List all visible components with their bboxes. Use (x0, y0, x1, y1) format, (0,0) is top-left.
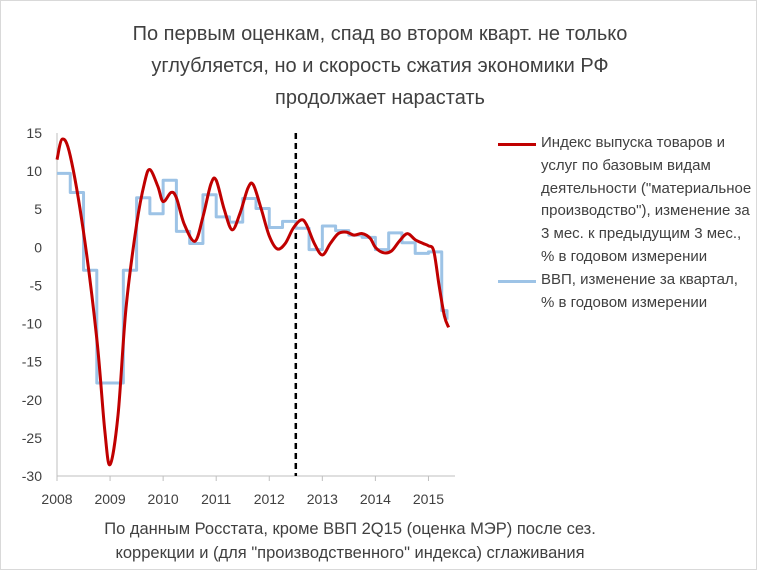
y-tick-label: -20 (22, 392, 42, 408)
legend-swatch-gdp (498, 279, 536, 283)
x-tick-label: 2010 (148, 491, 179, 507)
y-tick-label: -15 (22, 354, 42, 370)
x-tick-label: 2012 (254, 491, 285, 507)
legend-label-gdp: ВВП, изменение за квартал, % в годовом и… (541, 270, 738, 311)
series-line-industrial (55, 137, 451, 467)
chart-axes (56, 133, 455, 477)
series-line-gdp (57, 171, 449, 385)
legend-swatch-industrial (498, 143, 536, 146)
chart-title-line-2: углубляется, но и скорость сжатия эконом… (151, 55, 609, 77)
chart-legend: Индекс выпуска товаров и услуг по базовы… (493, 132, 755, 314)
legend-label-industrial: Индекс выпуска товаров и услуг по базовы… (541, 134, 752, 265)
y-tick-label: 15 (26, 125, 42, 141)
legend-item-industrial: Индекс выпуска товаров и услуг по базовы… (493, 132, 755, 269)
y-tick-label: 10 (26, 163, 42, 179)
footnote-line-2: коррекции и (для "производственного" инд… (115, 544, 585, 562)
x-tick-label: 2011 (201, 491, 231, 507)
x-tick-label: 2009 (94, 491, 125, 507)
y-tick-label: -30 (22, 468, 42, 484)
x-axis-tick-labels: 2008 2009 2010 2011 2012 2013 2014 2015 (41, 476, 444, 507)
y-tick-label: 0 (34, 239, 42, 255)
chart-series (55, 137, 451, 467)
y-tick-label: 5 (34, 201, 42, 217)
x-tick-label: 2014 (360, 491, 391, 507)
x-tick-label: 2013 (307, 491, 338, 507)
y-tick-label: -10 (22, 316, 42, 332)
legend-item-gdp: ВВП, изменение за квартал, % в годовом и… (493, 269, 755, 315)
chart-footnote: По данным Росстата, кроме ВВП 2Q15 (оцен… (30, 517, 670, 565)
footnote-line-1: По данным Росстата, кроме ВВП 2Q15 (оцен… (104, 520, 596, 538)
chart-title-line-1: По первым оценкам, спад во втором кварт.… (132, 23, 628, 45)
y-tick-label: -25 (22, 430, 42, 446)
y-tick-label: -5 (30, 277, 43, 293)
chart-title-line-3: продолжает нарастать (275, 87, 485, 109)
chart-title: По первым оценкам, спад во втором кварт.… (40, 18, 720, 114)
x-tick-label: 2008 (41, 491, 72, 507)
x-tick-label: 2015 (413, 491, 444, 507)
y-axis-tick-labels: 15 10 5 0 -5 -10 -15 -20 -25 -30 (22, 125, 42, 484)
